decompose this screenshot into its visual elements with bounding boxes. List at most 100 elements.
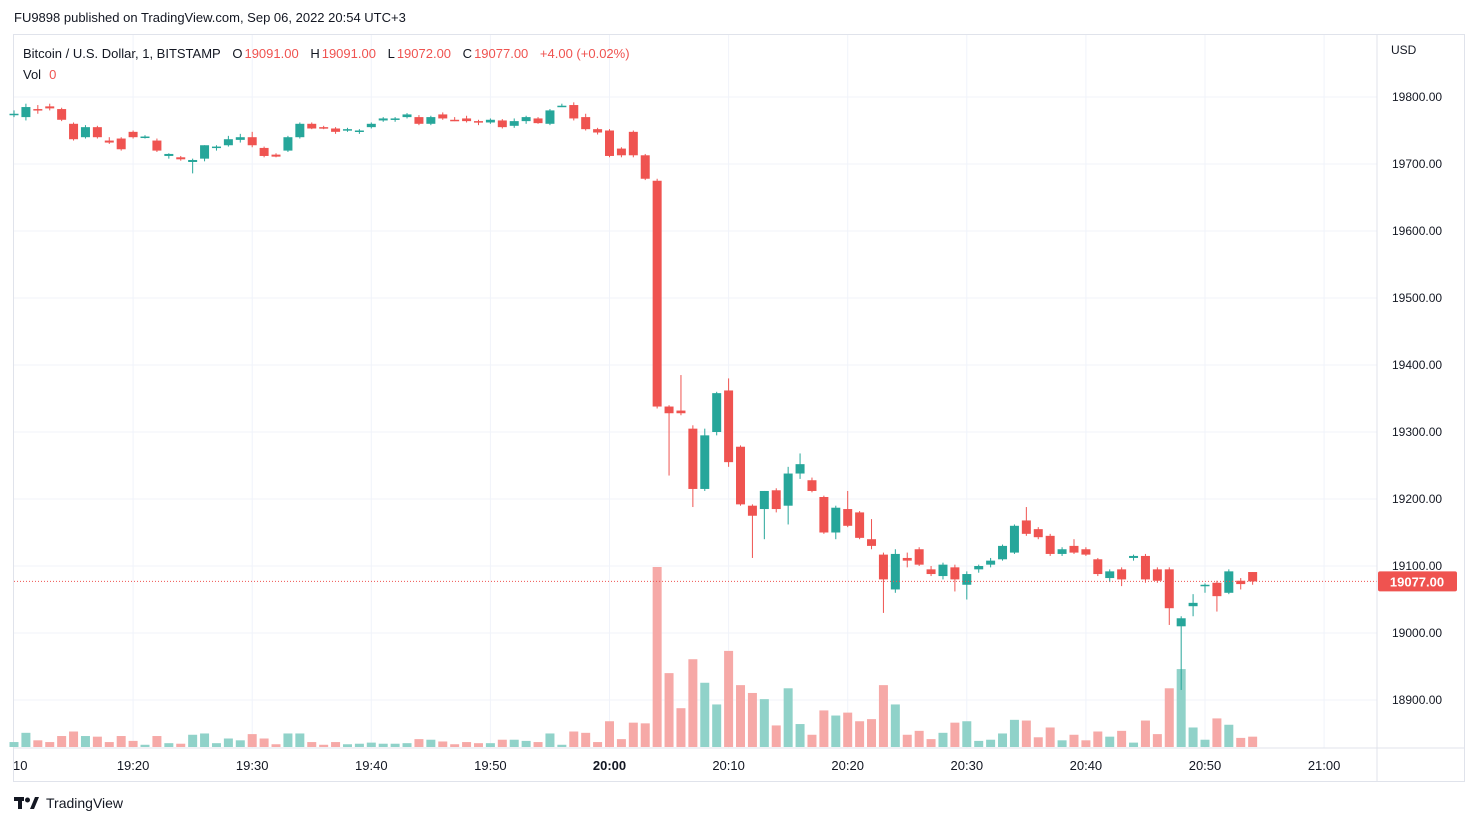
candle-body <box>771 490 781 510</box>
chart-frame <box>13 34 1465 782</box>
current-price-tag <box>1378 571 1457 592</box>
candle <box>21 103 31 121</box>
candle-body <box>628 131 638 156</box>
currency-label[interactable]: USD <box>1391 43 1417 57</box>
volume-bar <box>1081 740 1091 747</box>
low-key: L <box>387 46 395 61</box>
candle-body <box>128 131 138 138</box>
volume-bar <box>640 723 650 747</box>
x-tick-label: 21:00 <box>1308 758 1341 773</box>
candle <box>640 153 650 181</box>
volume-bar <box>1212 718 1222 747</box>
candle-body <box>211 146 221 149</box>
volume-bar <box>283 733 293 747</box>
volume-bar <box>807 734 817 747</box>
candle <box>700 428 710 491</box>
candle-body <box>1033 529 1043 538</box>
volume-bar <box>1021 720 1031 747</box>
volume-bar <box>295 733 305 747</box>
volume-value: 0 <box>49 67 57 82</box>
volume-bar <box>485 743 495 747</box>
candle-body <box>1212 582 1222 597</box>
candle-body <box>640 155 650 179</box>
volume-bar <box>616 739 626 747</box>
chart-grid <box>14 35 1377 748</box>
candle-body <box>712 393 722 432</box>
candle-body <box>247 137 257 146</box>
candle <box>509 118 519 128</box>
candle-body <box>69 123 79 140</box>
candle-body <box>986 560 996 565</box>
volume-bar <box>747 692 757 747</box>
candle-body <box>1117 569 1127 580</box>
y-tick-label: 19700.00 <box>1392 157 1442 171</box>
candle-body <box>259 147 269 156</box>
volume-bar <box>331 742 341 747</box>
candle <box>950 564 960 592</box>
candle-body <box>914 549 924 565</box>
candle-body <box>426 117 436 124</box>
x-tick-label: 19:50 <box>474 758 507 773</box>
volume-bar <box>21 732 31 747</box>
candle <box>712 391 722 436</box>
candle-body <box>926 569 936 575</box>
candle-body <box>1224 571 1234 593</box>
volume-bar <box>902 734 912 747</box>
symbol-title[interactable]: Bitcoin / U.S. Dollar, 1, BITSTAMP <box>23 46 221 61</box>
candle-body <box>593 129 603 133</box>
candle <box>676 375 686 416</box>
volume-bar <box>259 738 269 747</box>
high-key: H <box>310 46 320 61</box>
candle <box>235 133 245 143</box>
candle <box>1152 567 1162 583</box>
candle <box>1057 547 1067 556</box>
volume-bar <box>307 742 317 747</box>
candle-body <box>1140 555 1150 580</box>
candle <box>747 504 757 558</box>
candle <box>1069 539 1079 554</box>
candle <box>140 135 150 139</box>
open-value: 19091.00 <box>244 46 299 61</box>
candle <box>533 117 543 124</box>
volume-bar <box>104 742 114 747</box>
candle <box>545 109 555 126</box>
candle-body <box>176 157 186 160</box>
volume-bar <box>1117 730 1127 747</box>
candle <box>569 102 579 121</box>
volume-bar <box>9 742 19 747</box>
volume-bar <box>69 731 79 747</box>
volume-bar <box>1033 737 1043 747</box>
current-price-line: 19077.00 <box>14 571 1457 592</box>
candle-body <box>438 114 448 119</box>
candle-body <box>700 435 710 489</box>
current-price-label: 19077.00 <box>1390 574 1444 589</box>
brand-name: TradingView <box>46 795 124 811</box>
candle <box>164 153 174 159</box>
candle-body <box>485 119 495 123</box>
open-key: O <box>232 46 243 61</box>
candle <box>1021 507 1031 536</box>
candle <box>724 378 734 467</box>
volume-bar <box>200 733 210 747</box>
volume-bar <box>414 739 424 747</box>
candle-body <box>188 159 198 162</box>
candle <box>1081 547 1091 556</box>
candle <box>307 122 317 130</box>
tradingview-footer[interactable]: TradingView <box>14 795 123 811</box>
candle <box>92 125 102 139</box>
candle-body <box>938 564 948 577</box>
candle-body <box>9 113 19 116</box>
published-line: FU9898 published on TradingView.com, Sep… <box>14 10 406 25</box>
candle-body <box>414 117 424 124</box>
x-tick-label: 20:30 <box>951 758 984 773</box>
volume-bar <box>759 699 769 747</box>
candle <box>104 137 114 144</box>
volume-bar <box>271 744 281 747</box>
candle-body <box>831 507 841 533</box>
candle-body <box>950 567 960 580</box>
candle <box>878 552 888 613</box>
y-tick-label: 19000.00 <box>1392 626 1442 640</box>
volume-label[interactable]: Vol <box>23 67 42 82</box>
volume-bar <box>1164 688 1174 747</box>
